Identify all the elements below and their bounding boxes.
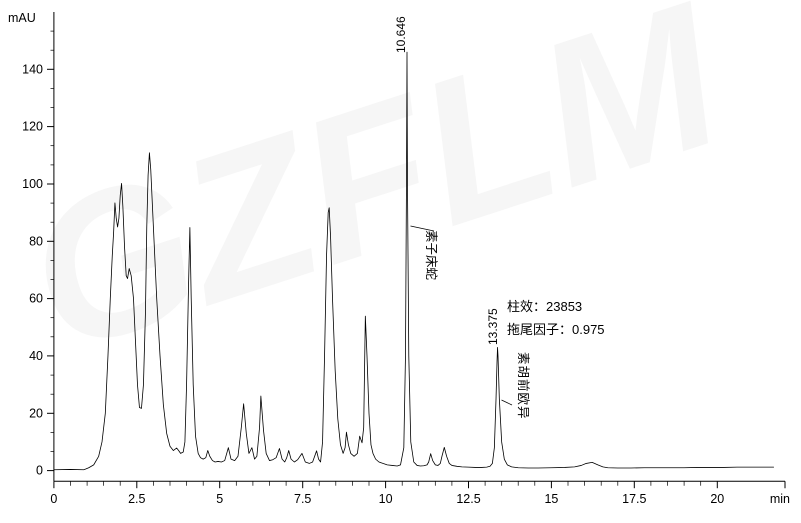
svg-text:10: 10 [379, 492, 393, 506]
svg-text:120: 120 [22, 120, 43, 134]
svg-text:12.5: 12.5 [456, 492, 480, 506]
svg-text:mAU: mAU [8, 11, 36, 25]
svg-text:5: 5 [216, 492, 223, 506]
svg-text:17.5: 17.5 [622, 492, 646, 506]
svg-text:60: 60 [29, 292, 43, 306]
svg-text:13.375: 13.375 [486, 308, 500, 345]
svg-text:素胡前欧异: 素胡前欧异 [516, 352, 531, 420]
svg-text:0: 0 [50, 492, 57, 506]
svg-text:0: 0 [36, 464, 43, 478]
svg-text:15: 15 [544, 492, 558, 506]
svg-text:柱效：23853: 柱效：23853 [507, 299, 582, 314]
svg-text:拖尾因子：0.975: 拖尾因子：0.975 [507, 322, 605, 337]
svg-text:GZFLM: GZFLM [2, 0, 748, 396]
svg-text:40: 40 [29, 349, 43, 363]
svg-text:2.5: 2.5 [128, 492, 145, 506]
svg-text:140: 140 [22, 62, 43, 76]
svg-text:10.646: 10.646 [394, 16, 408, 53]
svg-text:7.5: 7.5 [294, 492, 311, 506]
svg-text:min: min [770, 492, 790, 506]
svg-text:20: 20 [29, 406, 43, 420]
svg-text:80: 80 [29, 234, 43, 248]
svg-text:100: 100 [22, 177, 43, 191]
svg-text:20: 20 [710, 492, 724, 506]
svg-text:素子床蛇: 素子床蛇 [424, 230, 439, 281]
